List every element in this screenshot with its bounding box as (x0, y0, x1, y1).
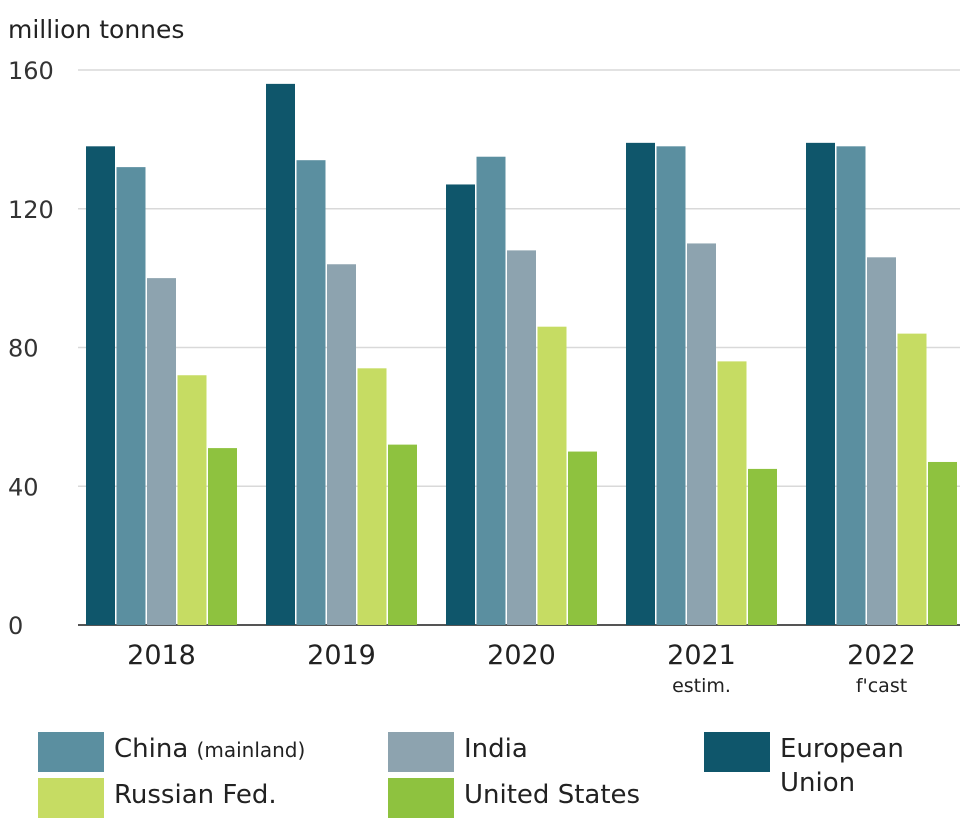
bar (476, 156, 506, 625)
bar (836, 146, 866, 625)
legend-label-russian-fed: Russian Fed. (114, 780, 277, 810)
x-tick-label: 2020 (487, 640, 556, 671)
bar (296, 160, 326, 625)
bar (446, 184, 475, 625)
bar (656, 146, 686, 625)
legend-item-russian-fed: Russian Fed. (38, 778, 277, 818)
legend-label-china-suffix: (mainland) (196, 738, 306, 762)
y-axis-label: million tonnes (8, 15, 184, 44)
bar (116, 167, 146, 625)
y-tick-label: 120 (8, 196, 54, 224)
bar-chart: million tonnes 0 40 80 120 160 2018 2019 2020 20… (8, 15, 960, 697)
legend-swatch-united-states (388, 778, 454, 818)
bar (537, 326, 567, 625)
legend-swatch-india (388, 732, 454, 772)
y-tick-label: 40 (8, 473, 39, 501)
legend-swatch-russian-fed (38, 778, 104, 818)
bar (687, 243, 716, 625)
legend-swatch-european-union (704, 732, 770, 772)
bar (748, 468, 777, 625)
bar (806, 142, 835, 625)
bar (357, 368, 387, 625)
legend-item-european-union: European Union (704, 732, 950, 800)
legend-item-united-states: United States (388, 778, 640, 818)
bar (327, 264, 356, 625)
legend-label-united-states: United States (464, 780, 641, 810)
legend-swatch-china (38, 732, 104, 772)
y-tick-label: 160 (8, 57, 54, 85)
y-tick-label: 80 (8, 335, 39, 363)
x-tick-label: 2018 (127, 640, 196, 671)
bar (717, 361, 747, 625)
bar (568, 451, 597, 625)
axis-ticks: 0 40 80 120 160 2018 2019 2020 2021 estim. 2022 f'c… (8, 57, 916, 697)
bar (928, 461, 957, 625)
bar (388, 444, 417, 625)
x-tick-label: 2019 (307, 640, 376, 671)
x-tick-label: 2022 (847, 640, 916, 671)
bar (86, 146, 115, 625)
bar (177, 375, 207, 625)
legend-label-india: India (464, 734, 528, 764)
legend-item-china: China (mainland) (38, 732, 305, 772)
bar (897, 333, 927, 625)
bar (266, 83, 295, 625)
y-tick-label: 0 (8, 612, 23, 640)
x-tick-sublabel: estim. (672, 675, 731, 697)
legend-label-china: China (114, 734, 189, 764)
bar (507, 250, 536, 625)
bars (86, 83, 957, 625)
bar (626, 142, 655, 625)
legend: China (mainland) India European Union Ru… (0, 720, 960, 818)
bar (867, 257, 896, 625)
x-tick-sublabel: f'cast (856, 675, 907, 697)
legend-item-india: India (388, 732, 528, 772)
x-tick-label: 2021 (667, 640, 736, 671)
legend-label-european-union: European Union (780, 734, 904, 798)
bar (208, 448, 237, 625)
bar (147, 278, 176, 625)
